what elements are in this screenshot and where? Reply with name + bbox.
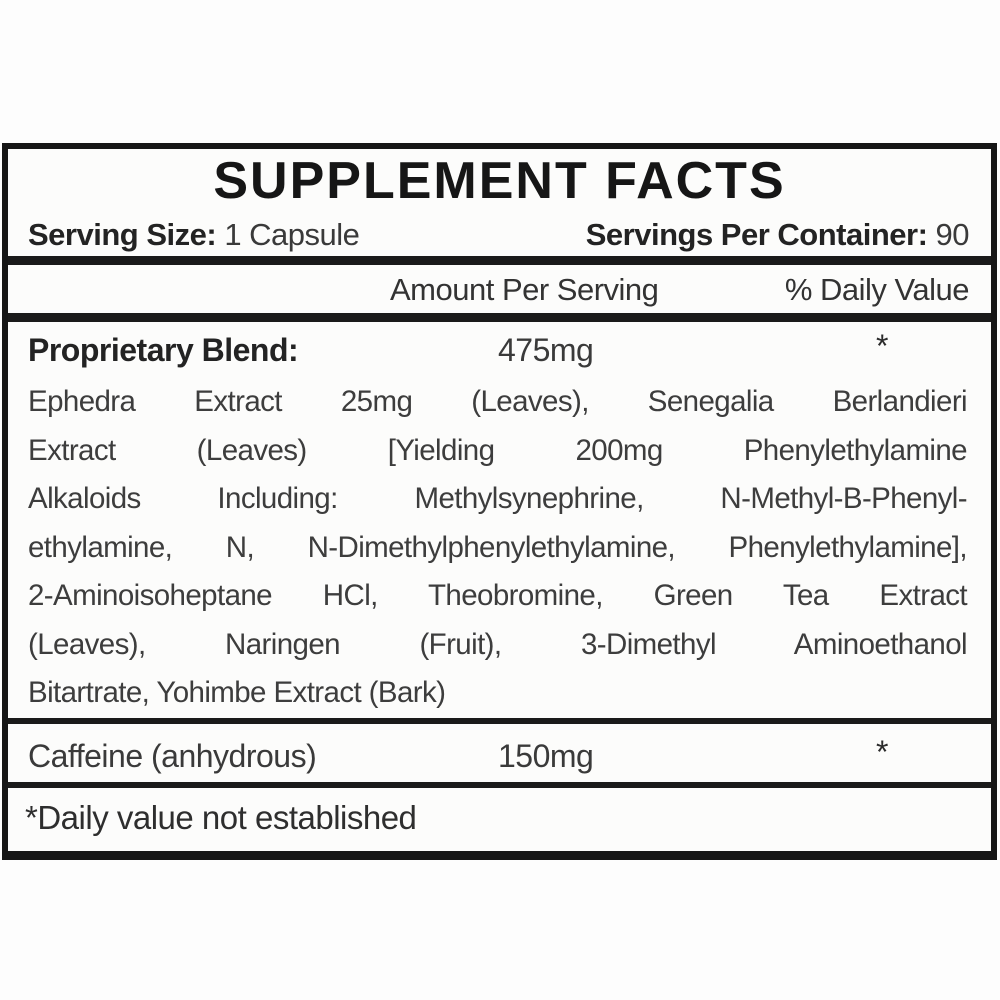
serving-info-row: Serving Size: 1 Capsule Servings Per Con… <box>8 213 991 256</box>
thin-divider-above-caffeine <box>8 717 991 724</box>
thick-divider-top <box>8 256 991 265</box>
amount-per-serving-header: Amount Per Serving <box>390 272 659 307</box>
proprietary-blend-amount: 475mg <box>498 332 594 368</box>
caffeine-amount: 150mg <box>498 737 594 774</box>
thin-divider-above-footnote <box>8 781 991 788</box>
column-header-row: Amount Per Serving % Daily Value <box>8 265 991 313</box>
servings-per-container-value: 90 <box>935 216 970 252</box>
supplement-facts-title: SUPPLEMENT FACTS <box>213 152 786 210</box>
blend-detail-line: Alkaloids Including: Methylsynephrine, N… <box>28 482 968 515</box>
blend-detail-line: ethylamine, N, N-Dimethylphenylethylamin… <box>28 530 968 564</box>
blend-detail-line: Extract (Leaves) [Yielding 200mg Phenyle… <box>28 433 968 467</box>
blend-detail-line: Ephedra Extract 25mg (Leaves), Senegalia… <box>28 385 968 418</box>
thick-divider-header-bottom <box>8 313 991 322</box>
daily-value-footnote: *Daily value not established <box>25 798 417 836</box>
serving-size-label: Serving Size: <box>28 216 217 252</box>
blend-detail-line: 2-Aminoisoheptane HCl, Theobromine, Gree… <box>28 579 968 612</box>
serving-size-value: 1 Capsule <box>224 216 360 252</box>
servings-per-container-label: Servings Per Container: <box>585 216 928 252</box>
blend-detail-line: Bitartrate, Yohimbe Extract (Bark) <box>28 676 446 709</box>
proprietary-blend-row: Proprietary Blend: 475mg * <box>8 322 991 376</box>
blend-detail-line: (Leaves), Naringen (Fruit), 3-Dimethyl A… <box>28 627 968 661</box>
caffeine-row: Caffeine (anhydrous) 150mg * <box>8 724 991 782</box>
caffeine-name: Caffeine (anhydrous) <box>28 737 317 774</box>
proprietary-blend-daily-value: * <box>876 328 889 364</box>
proprietary-blend-details: Ephedra Extract 25mg (Leaves), Senegalia… <box>8 376 991 718</box>
serving-size: Serving Size: 1 Capsule <box>28 216 360 253</box>
caffeine-daily-value: * <box>876 733 888 770</box>
daily-value-header: % Daily Value <box>784 272 970 307</box>
supplement-facts-panel: SUPPLEMENT FACTS Serving Size: 1 Capsule… <box>2 143 997 860</box>
servings-per-container: Servings Per Container: 90 <box>585 216 970 253</box>
footnote-row: *Daily value not established <box>8 788 991 837</box>
proprietary-blend-name: Proprietary Blend: <box>28 332 299 368</box>
